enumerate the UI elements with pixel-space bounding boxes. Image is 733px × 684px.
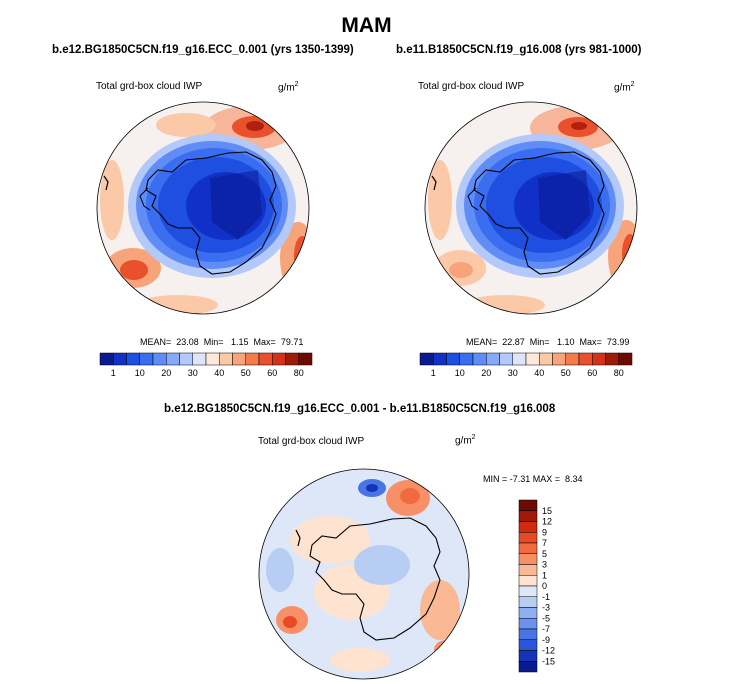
difference-colorbar-tick-label: 5 [542, 549, 547, 559]
panel2-colorbar-tick-label: 30 [508, 368, 518, 378]
difference-colorbar-swatch [518, 650, 538, 662]
panel2-colorbar-swatch [419, 352, 434, 366]
panel1-colorbar-tick-label: 60 [267, 368, 277, 378]
panel1-colorbar-swatch [285, 352, 299, 366]
panel2-colorbar-swatch [565, 352, 580, 366]
panel1-variable-label: Total grd-box cloud IWP [96, 81, 203, 92]
panel2-colorbar-swatch [525, 352, 540, 366]
difference-colorbar-swatch [518, 510, 538, 522]
panel2-colorbar-swatch [459, 352, 474, 366]
panel2-units: g/m2 [614, 81, 635, 94]
panel1-colorbar-swatch [219, 352, 233, 366]
panel2-colorbar-swatch [618, 352, 633, 366]
difference-colorbar-swatch [518, 575, 538, 587]
panel2-stats: MEAN= 22.87 Min= 1.10 Max= 73.99 [466, 337, 630, 347]
difference-variable-label: Total grd-box cloud IWP [258, 436, 365, 447]
panel2-colorbar-tick-label: 20 [481, 368, 491, 378]
panel1-colorbar-swatch [179, 352, 193, 366]
panel1-colorbar-tick-label: 1 [111, 368, 116, 378]
panel1-colorbar-swatch [152, 352, 167, 366]
difference-units: g/m2 [455, 434, 476, 447]
difference-colorbar-tick-label: 7 [542, 538, 547, 548]
panel2-colorbar-tick-label: 50 [561, 368, 571, 378]
difference-colorbar-swatch [518, 499, 538, 511]
panel1-colorbar-tick-label: 30 [188, 368, 198, 378]
panel2-colorbar-swatch [592, 352, 606, 366]
panel2-colorbar-swatch [552, 352, 566, 366]
panel1-colorbar-swatch [272, 352, 286, 366]
panel2-colorbar-swatch [486, 352, 500, 366]
difference-colorbar-swatch [518, 639, 538, 651]
difference-colorbar-tick-label: -1 [542, 592, 550, 602]
difference-colorbar-tick-label: -7 [542, 624, 550, 634]
panel1-units: g/m2 [278, 81, 299, 94]
difference-colorbar-tick-label: 3 [542, 560, 547, 570]
panel1-colorbar-swatch [205, 352, 220, 366]
panel2-colorbar-swatch [472, 352, 487, 366]
panel2-colorbar-swatch [578, 352, 593, 366]
panel2-colorbar-tick-label: 10 [455, 368, 465, 378]
difference-colorbar-swatch [518, 661, 538, 673]
panel1-colorbar-tick-label: 50 [241, 368, 251, 378]
difference-colorbar-tick-label: -12 [542, 646, 555, 656]
panel1-colorbar-tick-label: 20 [161, 368, 171, 378]
difference-colorbar-tick-label: 0 [542, 581, 547, 591]
panel2-colorbar-tick-label: 1 [431, 368, 436, 378]
panel1-colorbar-tick-label: 10 [135, 368, 145, 378]
panel2-colorbar-swatch [605, 352, 619, 366]
difference-colorbar-tick-label: -15 [542, 656, 555, 666]
difference-colorbar-swatch [518, 542, 538, 554]
difference-colorbar-swatch [518, 585, 538, 597]
difference-colorbar-swatch [518, 532, 538, 544]
panel1-colorbar-swatch [298, 352, 313, 366]
difference-colorbar-swatch [518, 607, 538, 619]
panel2-colorbar-tick-label: 80 [614, 368, 624, 378]
panel2-colorbar-swatch [446, 352, 460, 366]
panel2-variable-label: Total grd-box cloud IWP [418, 81, 525, 92]
difference-colorbar-swatch [518, 553, 538, 565]
panel1-colorbar-swatch [258, 352, 273, 366]
panel2-colorbar: 1 10 20 30 40 50 60 80 [419, 352, 633, 378]
difference-stats: MIN = -7.31 MAX = 8.34 [483, 474, 583, 484]
difference-colorbar-swatch [518, 596, 538, 608]
panel1-colorbar-swatch [99, 352, 114, 366]
panel2-colorbar-swatch [512, 352, 527, 366]
difference-colorbar-tick-label: 15 [542, 506, 552, 516]
panel2-case-title: b.e11.B1850C5CN.f19_g16.008 (yrs 981-100… [396, 44, 642, 56]
panel1-colorbar-swatch [245, 352, 260, 366]
panel1-colorbar-swatch [126, 352, 140, 366]
difference-colorbar-swatch [518, 618, 538, 630]
figure-title: MAM [341, 14, 392, 37]
difference-colorbar-tick-label: 1 [542, 570, 547, 580]
panel2-colorbar-swatch [539, 352, 553, 366]
difference-colorbar-tick-label: -3 [542, 603, 550, 613]
panel1-colorbar-swatch [113, 352, 127, 366]
panel1-case-title: b.e12.BG1850C5CN.f19_g16.ECC_0.001 (yrs … [52, 44, 354, 56]
panel1-stats: MEAN= 23.08 Min= 1.15 Max= 79.71 [140, 337, 304, 347]
panel1-colorbar: 1 10 20 30 40 50 60 80 [99, 352, 313, 378]
panel1-colorbar-tick-label: 40 [214, 368, 224, 378]
difference-colorbar-swatch [518, 564, 538, 576]
panel2-colorbar-tick-label: 40 [534, 368, 544, 378]
difference-colorbar-tick-label: 12 [542, 517, 552, 527]
panel1-colorbar-swatch [166, 352, 180, 366]
difference-colorbar-tick-label: -5 [542, 613, 550, 623]
difference-colorbar-swatch [518, 521, 538, 533]
panel2-colorbar-swatch [433, 352, 447, 366]
panel1-colorbar-tick-label: 80 [294, 368, 304, 378]
panel2-colorbar-swatch [499, 352, 513, 366]
difference-colorbar-tick-label: -9 [542, 635, 550, 645]
panel1-colorbar-swatch [139, 352, 154, 366]
panel2-colorbar-tick-label: 60 [587, 368, 597, 378]
difference-colorbar-tick-label: 9 [542, 527, 547, 537]
difference-colorbar-swatch [518, 628, 538, 640]
difference-title: b.e12.BG1850C5CN.f19_g16.ECC_0.001 - b.e… [164, 403, 556, 415]
panel1-colorbar-swatch [232, 352, 246, 366]
panel1-colorbar-swatch [192, 352, 207, 366]
